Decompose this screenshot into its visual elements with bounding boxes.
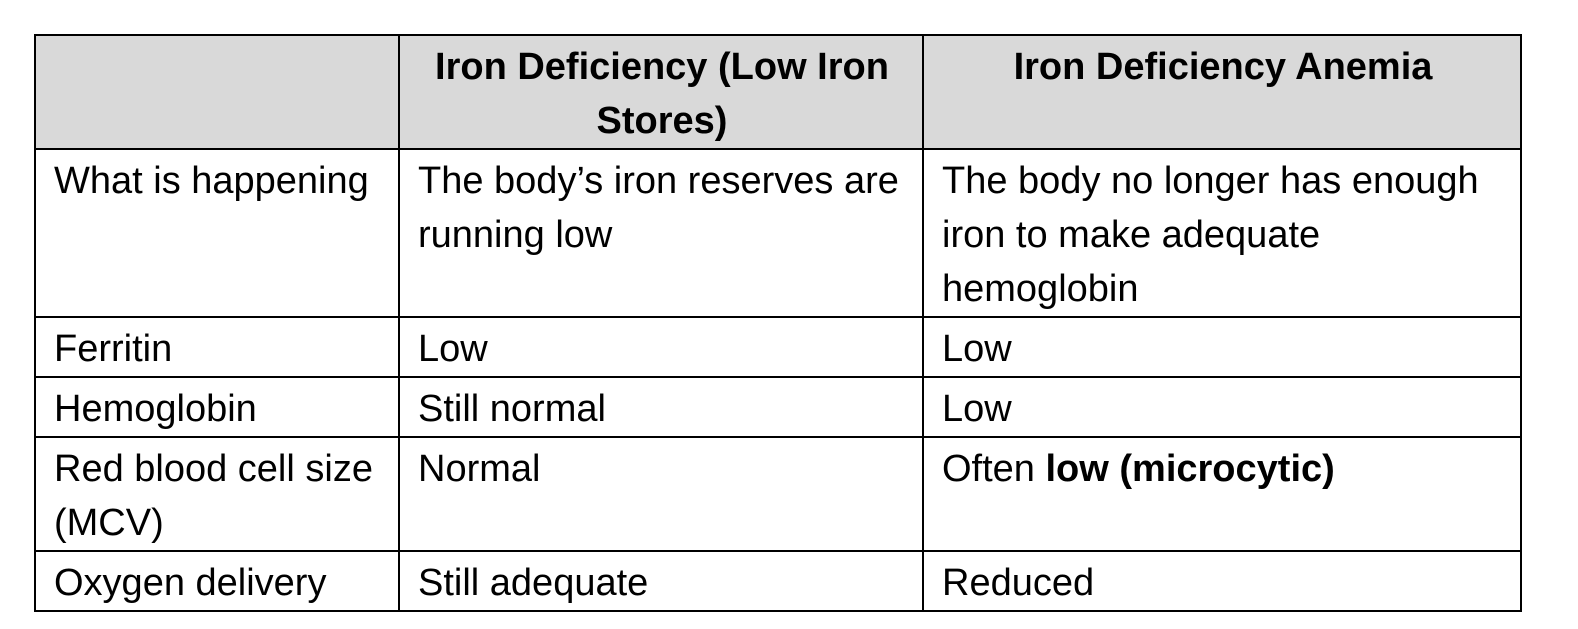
header-row: Iron Deficiency (Low Iron Stores) Iron D… — [34, 34, 1522, 150]
row-label: Ferritin — [34, 316, 400, 378]
cell-anemia-bold: low (microcytic) — [1045, 448, 1335, 490]
cell-deficiency: The body’s iron reserves are running low — [398, 148, 924, 318]
cell-anemia: Reduced — [922, 550, 1522, 612]
table-row-hemoglobin: Hemoglobin Still normal Low — [34, 376, 1522, 438]
comparison-table: Iron Deficiency (Low Iron Stores) Iron D… — [34, 34, 1522, 612]
table-row-ferritin: Ferritin Low Low — [34, 316, 1522, 378]
header-iron-deficiency-anemia: Iron Deficiency Anemia — [922, 34, 1522, 150]
cell-anemia: Low — [922, 376, 1522, 438]
table-row-mcv: Red blood cell size (MCV) Normal Often l… — [34, 436, 1522, 552]
cell-deficiency: Still normal — [398, 376, 924, 438]
row-label: What is happening — [34, 148, 400, 318]
cell-deficiency: Still adequate — [398, 550, 924, 612]
cell-anemia: Often low (microcytic) — [922, 436, 1522, 552]
table-row-what-is-happening: What is happening The body’s iron reserv… — [34, 148, 1522, 318]
header-iron-deficiency: Iron Deficiency (Low Iron Stores) — [398, 34, 924, 150]
cell-anemia: Low — [922, 316, 1522, 378]
cell-deficiency: Normal — [398, 436, 924, 552]
cell-anemia-prefix: Often — [942, 448, 1046, 490]
row-label: Oxygen delivery — [34, 550, 400, 612]
header-empty — [34, 34, 400, 150]
cell-deficiency: Low — [398, 316, 924, 378]
row-label: Hemoglobin — [34, 376, 400, 438]
cell-anemia: The body no longer has enough iron to ma… — [922, 148, 1522, 318]
table-row-oxygen-delivery: Oxygen delivery Still adequate Reduced — [34, 550, 1522, 612]
row-label: Red blood cell size (MCV) — [34, 436, 400, 552]
